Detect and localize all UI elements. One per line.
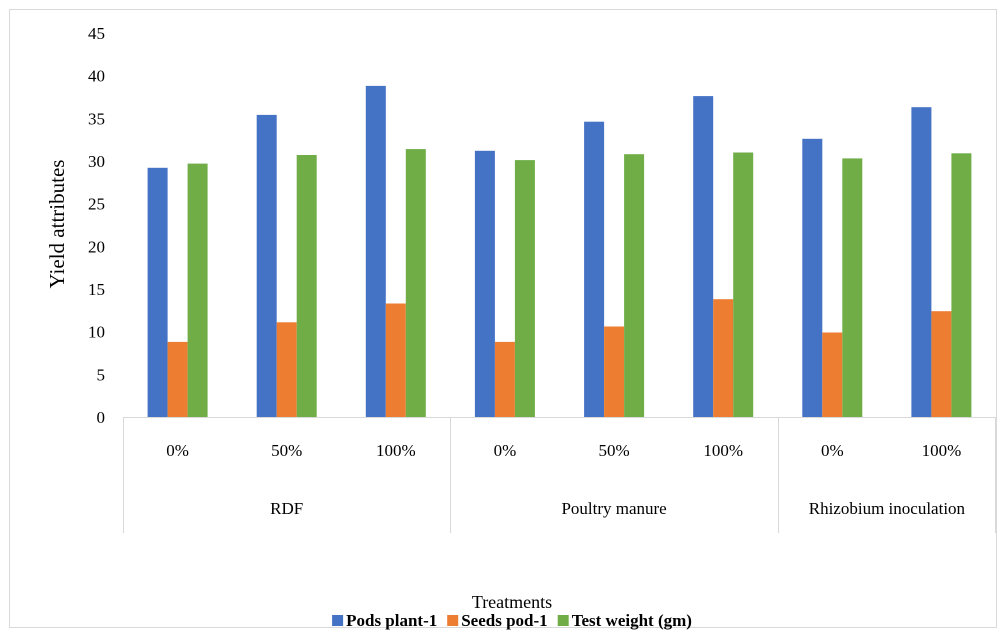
y-tick-labels: 0 5 10 15 20 25 30 35 40 45 — [88, 24, 105, 427]
axes-layer — [123, 417, 996, 533]
x-group-label-1: RDF — [270, 499, 303, 518]
x-category-label-4: 0% — [494, 441, 517, 460]
chart-frame — [9, 9, 997, 628]
y-tick-label-6: 25 — [88, 195, 105, 214]
y-axis-title: Yield attributes — [45, 160, 69, 289]
bar-2-4 — [494, 341, 515, 417]
bar-2-7 — [822, 332, 843, 417]
x-category-label-5: 50% — [599, 441, 630, 460]
bar-3-8 — [951, 153, 972, 418]
legend-swatch-2 — [447, 615, 459, 626]
bar-1-3 — [365, 85, 386, 418]
y-tick-label-1: 0 — [97, 408, 106, 427]
legend: Pods plant-1 Seeds pod-1 Test weight (gm) — [332, 611, 692, 630]
bar-2-6 — [713, 299, 734, 417]
x-group-labels: RDF Poultry manure Rhizobium inoculation — [270, 499, 965, 518]
bar-3-3 — [405, 149, 426, 417]
bar-2-3 — [385, 303, 406, 417]
y-tick-label-9: 40 — [88, 67, 105, 86]
legend-label-3: Test weight (gm) — [572, 611, 692, 630]
bar-1-2 — [256, 114, 277, 418]
legend-swatch-1 — [332, 615, 344, 626]
bar-3-1 — [187, 163, 208, 417]
y-tick-label-5: 20 — [88, 237, 105, 256]
bars-layer — [147, 85, 972, 418]
x-category-labels: 0% 50% 100% 0% 50% 100% 0% 100% — [166, 441, 961, 460]
y-tick-label-8: 35 — [88, 109, 105, 128]
x-category-label-8: 100% — [922, 441, 962, 460]
legend-label-2: Seeds pod-1 — [461, 611, 547, 630]
bar-3-4 — [514, 160, 535, 417]
y-tick-label-3: 10 — [88, 323, 105, 342]
x-group-label-3: Rhizobium inoculation — [809, 499, 966, 518]
bar-2-1 — [167, 341, 188, 417]
legend-label-1: Pods plant-1 — [346, 611, 437, 630]
legend-item-3: Test weight (gm) — [557, 611, 692, 630]
x-category-label-1: 0% — [166, 441, 189, 460]
bar-1-5 — [584, 121, 605, 417]
bar-3-2 — [296, 155, 317, 417]
x-category-label-7: 0% — [821, 441, 844, 460]
y-tick-label-4: 15 — [88, 280, 105, 299]
bar-2-8 — [931, 311, 952, 417]
bar-1-8 — [911, 107, 932, 417]
bar-3-7 — [842, 158, 863, 417]
bar-1-4 — [474, 150, 495, 418]
x-category-label-3: 100% — [376, 441, 416, 460]
x-category-label-2: 50% — [271, 441, 302, 460]
bar-2-5 — [604, 326, 625, 417]
bar-3-6 — [733, 152, 754, 417]
x-group-label-2: Poultry manure — [561, 499, 666, 518]
bar-2-2 — [276, 322, 297, 417]
bar-1-1 — [147, 167, 168, 417]
legend-swatch-3 — [557, 615, 569, 626]
x-category-label-6: 100% — [703, 441, 743, 460]
legend-item-1: Pods plant-1 — [332, 611, 437, 630]
x-axis-title: Treatments — [472, 592, 552, 612]
bar-3-5 — [624, 154, 645, 417]
y-tick-label-7: 30 — [88, 152, 105, 171]
y-tick-label-10: 45 — [88, 24, 105, 43]
legend-item-2: Seeds pod-1 — [447, 611, 548, 630]
y-tick-label-2: 5 — [97, 365, 106, 384]
bar-1-6 — [693, 96, 714, 417]
bar-1-7 — [802, 138, 823, 418]
